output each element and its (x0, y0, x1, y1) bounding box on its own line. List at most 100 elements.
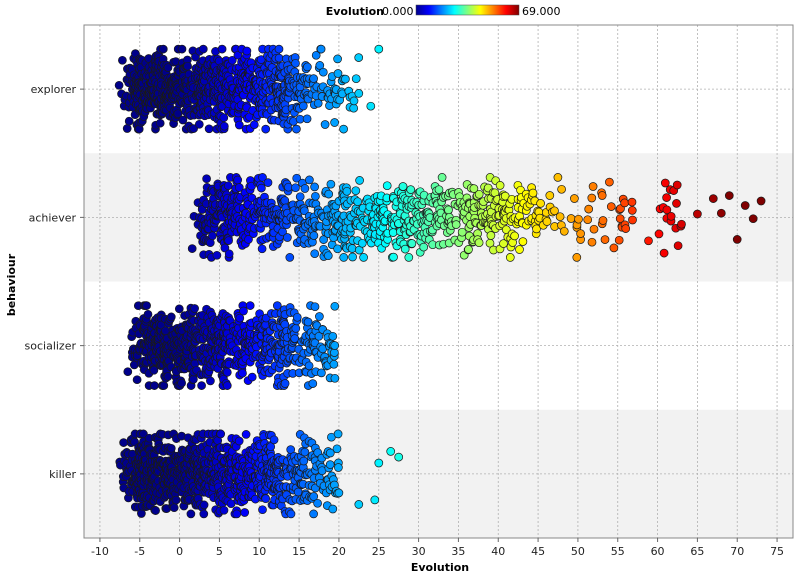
data-point-explorer (320, 120, 330, 129)
data-point-explorer (349, 103, 359, 113)
data-point-achiever (495, 181, 505, 190)
data-point-explorer (178, 115, 188, 125)
data-point-achiever (208, 231, 217, 241)
data-point-achiever (202, 174, 211, 184)
data-point-achiever (756, 196, 766, 206)
data-point-socializer (330, 373, 340, 383)
data-point-explorer (158, 44, 168, 54)
data-point-socializer (330, 301, 340, 311)
data-point-explorer (309, 74, 318, 83)
data-point-socializer (290, 334, 300, 343)
data-point-explorer (351, 74, 361, 84)
data-point-explorer (233, 50, 243, 60)
data-point-achiever (407, 239, 417, 248)
data-point-achiever (285, 253, 295, 262)
data-point-explorer (302, 114, 312, 124)
data-point-achiever (627, 197, 637, 207)
data-point-killer (171, 495, 181, 505)
y-axis-label: behaviour (5, 253, 18, 316)
data-point-achiever (672, 180, 682, 190)
data-point-achiever (600, 235, 610, 244)
data-point-explorer (292, 124, 301, 134)
data-point-achiever (666, 211, 676, 221)
data-point-explorer (183, 61, 192, 71)
data-point-achiever (587, 237, 597, 247)
data-point-achiever (542, 217, 552, 226)
data-point-achiever (654, 229, 664, 239)
x-tick-label: 40 (491, 545, 505, 558)
data-point-achiever (628, 215, 637, 225)
data-point-killer (309, 509, 318, 519)
data-point-killer (370, 495, 380, 505)
data-point-achiever (257, 244, 267, 254)
data-point-achiever (257, 183, 266, 193)
data-points (114, 44, 766, 519)
data-point-achiever (457, 227, 467, 237)
data-point-explorer (227, 55, 237, 65)
data-point-achiever (187, 244, 197, 253)
data-point-achiever (310, 182, 319, 192)
data-point-achiever (263, 178, 273, 187)
data-point-achiever (515, 245, 524, 254)
data-point-socializer (239, 306, 248, 316)
data-point-achiever (347, 244, 357, 253)
data-point-explorer (349, 96, 359, 106)
x-axis-label: Evolution (411, 561, 469, 574)
data-point-killer (232, 509, 242, 519)
data-point-achiever (474, 238, 484, 248)
data-point-achiever (398, 182, 408, 191)
data-point-achiever (510, 231, 519, 241)
data-point-killer (216, 429, 226, 439)
data-point-achiever (708, 194, 718, 203)
data-point-achiever (451, 220, 461, 229)
data-point-achiever (357, 238, 367, 248)
data-point-achiever (672, 199, 681, 208)
data-point-achiever (469, 184, 479, 193)
data-point-achiever (280, 196, 290, 205)
data-point-socializer (123, 367, 133, 377)
data-point-killer (166, 443, 176, 453)
data-point-achiever (404, 253, 414, 262)
data-point-socializer (235, 313, 245, 323)
data-point-achiever (660, 178, 670, 188)
plot-area (83, 24, 794, 539)
data-point-achiever (305, 175, 314, 185)
colorbar (415, 4, 520, 16)
data-point-killer (186, 509, 196, 519)
data-point-killer (332, 444, 342, 454)
data-point-achiever (528, 188, 538, 198)
data-point-achiever (614, 235, 624, 245)
data-point-achiever (574, 214, 583, 224)
data-point-explorer (204, 124, 214, 134)
data-point-explorer (316, 44, 326, 54)
data-point-achiever (559, 226, 569, 236)
data-point-socializer (197, 381, 206, 390)
data-point-explorer (298, 101, 308, 111)
data-point-explorer (366, 101, 376, 111)
data-point-achiever (419, 242, 429, 252)
data-point-achiever (566, 214, 576, 223)
data-point-achiever (572, 253, 582, 262)
data-point-achiever (576, 229, 585, 238)
data-point-socializer (222, 381, 232, 390)
data-point-socializer (330, 341, 340, 350)
x-tick-label: 5 (216, 545, 223, 558)
data-point-explorer (219, 113, 229, 123)
data-point-achiever (724, 191, 734, 200)
data-point-explorer (274, 53, 284, 63)
data-point-explorer (303, 62, 312, 72)
data-point-achiever (212, 250, 222, 260)
data-point-achiever (434, 185, 444, 195)
data-point-socializer (310, 302, 320, 312)
data-point-achiever (224, 236, 233, 245)
data-point-achiever (388, 228, 398, 237)
data-point-achiever (740, 201, 750, 210)
y-axis-categories: explorer achiever socializer killer (25, 83, 84, 481)
data-point-socializer (132, 375, 142, 385)
data-point-socializer (314, 331, 324, 341)
data-point-socializer (174, 304, 184, 314)
data-point-killer (299, 456, 309, 466)
data-point-achiever (400, 244, 410, 254)
data-point-achiever (326, 179, 336, 189)
